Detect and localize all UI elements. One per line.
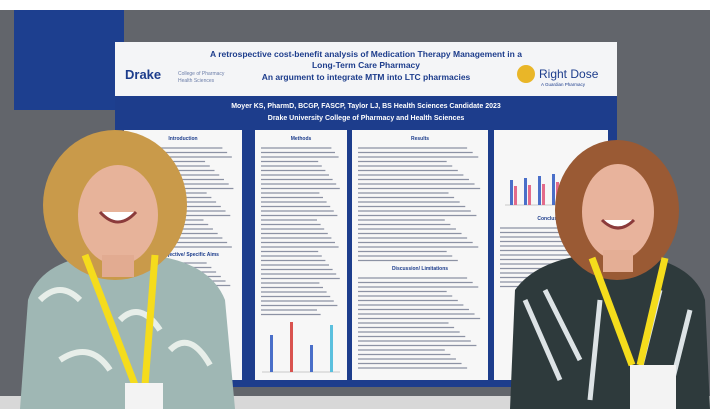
section-heading: Conclusion bbox=[537, 216, 564, 222]
column bbox=[352, 130, 488, 380]
poster-graph bbox=[262, 322, 340, 373]
poster-authors: Moyer KS, PharmD, BCGP, FASCP, Taylor LJ… bbox=[231, 103, 501, 110]
person-right bbox=[510, 140, 710, 409]
section-heading: Methods bbox=[291, 136, 312, 142]
logo-right-sub: A Guardian Pharmacy bbox=[541, 82, 586, 87]
poster-affiliation: Drake University College of Pharmacy and… bbox=[268, 115, 465, 122]
section-heading: Objective/ Specific Aims bbox=[161, 252, 219, 258]
section-heading: Discussion/ Limitations bbox=[392, 266, 448, 272]
section-heading: Introduction bbox=[168, 136, 197, 142]
person-left bbox=[20, 130, 235, 409]
top-border bbox=[0, 0, 710, 10]
logo-left-sub: College of Pharmacy bbox=[178, 71, 225, 77]
column bbox=[255, 130, 347, 380]
poster-subtitle: An argument to integrate MTM into LTC ph… bbox=[262, 72, 471, 82]
logo-left: Drake bbox=[125, 67, 161, 82]
section-heading: Results bbox=[411, 136, 429, 142]
logo-left-sub: Health Sciences bbox=[178, 78, 215, 84]
poster-title: A retrospective cost-benefit analysis of… bbox=[210, 49, 522, 59]
logo-right-icon bbox=[517, 65, 535, 83]
logo-right: Right Dose bbox=[539, 67, 599, 81]
poster-title: Long-Term Care Pharmacy bbox=[312, 60, 420, 70]
blue-panel bbox=[14, 10, 124, 110]
body-text bbox=[130, 147, 599, 369]
